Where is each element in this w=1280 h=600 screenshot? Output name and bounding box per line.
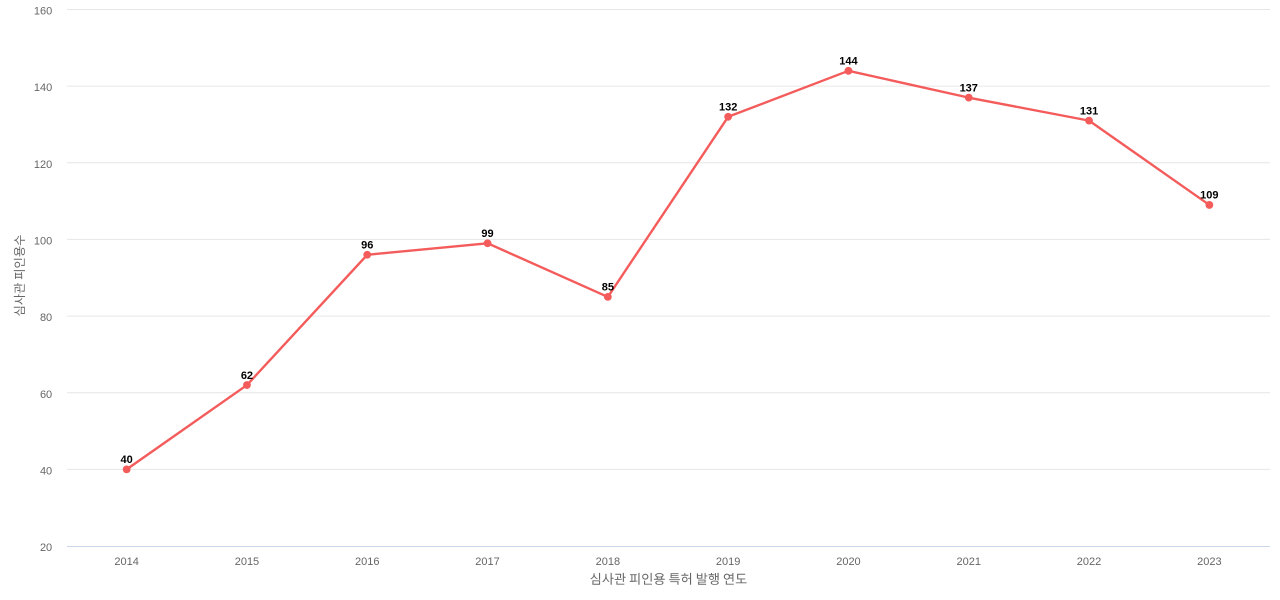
svg-text:2023: 2023 xyxy=(1197,556,1221,568)
svg-text:2017: 2017 xyxy=(475,556,499,568)
svg-text:100: 100 xyxy=(34,236,52,248)
svg-text:137: 137 xyxy=(960,82,978,94)
svg-text:2021: 2021 xyxy=(957,556,981,568)
svg-text:85: 85 xyxy=(602,282,614,294)
svg-text:40: 40 xyxy=(121,454,133,466)
svg-text:2019: 2019 xyxy=(716,556,740,568)
svg-text:99: 99 xyxy=(481,228,493,240)
svg-text:140: 140 xyxy=(34,82,52,94)
svg-text:109: 109 xyxy=(1200,190,1218,202)
svg-text:62: 62 xyxy=(241,370,253,382)
svg-text:120: 120 xyxy=(34,159,52,171)
svg-text:40: 40 xyxy=(40,465,52,477)
svg-text:2016: 2016 xyxy=(355,556,379,568)
svg-text:20: 20 xyxy=(40,542,52,554)
svg-text:2020: 2020 xyxy=(836,556,860,568)
svg-text:96: 96 xyxy=(361,239,373,251)
svg-text:132: 132 xyxy=(719,102,737,114)
svg-text:160: 160 xyxy=(34,6,52,18)
svg-text:2022: 2022 xyxy=(1077,556,1101,568)
svg-text:2018: 2018 xyxy=(596,556,620,568)
svg-text:80: 80 xyxy=(40,312,52,324)
svg-text:60: 60 xyxy=(40,389,52,401)
svg-text:131: 131 xyxy=(1080,105,1098,117)
svg-text:2015: 2015 xyxy=(235,556,259,568)
svg-text:144: 144 xyxy=(839,56,858,68)
svg-text:2014: 2014 xyxy=(114,556,138,568)
